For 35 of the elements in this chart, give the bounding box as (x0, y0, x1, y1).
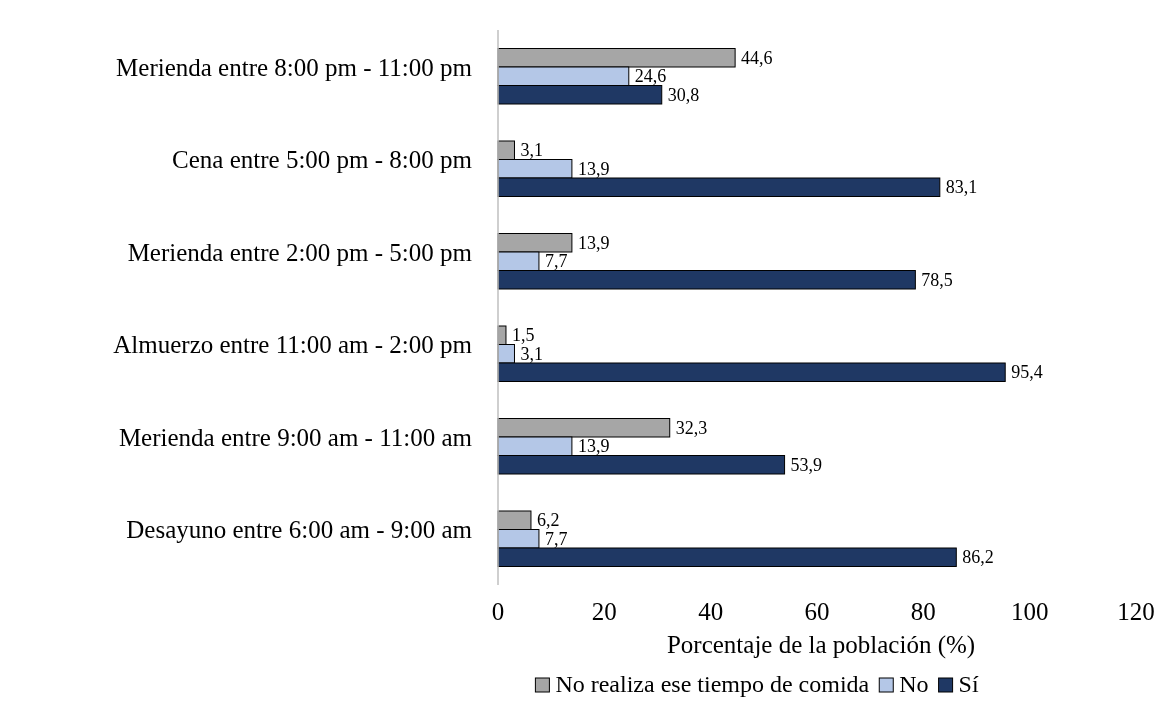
x-tick-label: 40 (698, 598, 724, 625)
x-tick-label: 100 (1010, 598, 1049, 625)
data-label: 53,9 (790, 454, 823, 475)
x-tick-label: 0 (491, 598, 505, 625)
y-tick-label: Almuerzo entre 11:00 am - 2:00 pm (113, 331, 473, 359)
legend-label: No (899, 671, 929, 697)
x-tick-label: 20 (591, 598, 617, 625)
y-tick-label: Cena entre 5:00 pm - 8:00 pm (172, 146, 473, 174)
data-label: 13,9 (577, 232, 610, 253)
data-label: 6,2 (536, 510, 560, 531)
x-tick-label: 120 (1117, 598, 1155, 625)
data-label: 13,9 (577, 158, 610, 179)
data-label: 95,4 (1011, 362, 1043, 383)
data-label: 86,2 (962, 547, 994, 568)
x-tick-label: 80 (910, 598, 936, 625)
y-tick-label: Merienda entre 2:00 pm - 5:00 pm (127, 238, 473, 266)
x-axis-title: Porcentaje de la población (%) (666, 631, 976, 659)
data-label: 7,7 (544, 528, 568, 549)
data-label: 24,6 (634, 66, 667, 87)
data-label: 44,6 (741, 47, 773, 68)
data-label: 83,1 (945, 177, 978, 198)
y-tick-label: Merienda entre 9:00 am - 11:00 am (118, 423, 473, 451)
data-label: 1,5 (511, 325, 535, 346)
legend-label: No realiza ese tiempo de comida (555, 671, 870, 697)
y-tick-label: Merienda entre 8:00 pm - 11:00 pm (116, 53, 473, 81)
data-label: 3,1 (520, 140, 543, 161)
y-tick-label: Desayuno entre 6:00 am - 9:00 am (126, 516, 473, 544)
data-label: 78,5 (921, 269, 953, 290)
x-tick-label: 60 (804, 598, 830, 625)
data-label: 13,9 (577, 436, 610, 457)
data-label: 3,1 (520, 343, 543, 364)
data-label: 30,8 (667, 84, 700, 105)
legend-label: Sí (958, 671, 979, 697)
data-label: 32,3 (675, 417, 708, 438)
data-label: 7,7 (544, 251, 568, 272)
